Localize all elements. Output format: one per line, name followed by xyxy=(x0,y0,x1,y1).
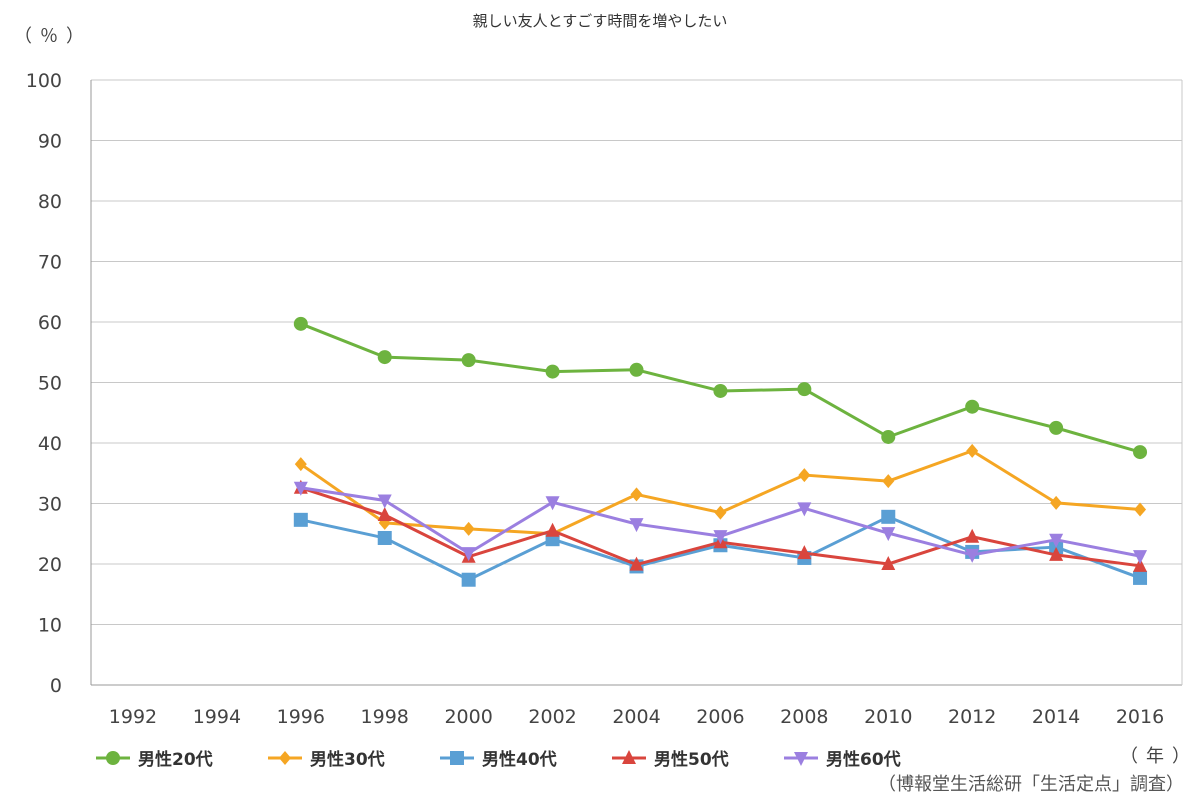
data-point xyxy=(377,350,392,365)
data-point xyxy=(461,572,476,587)
x-tick-label: 1994 xyxy=(193,706,241,728)
series-circle xyxy=(293,316,1148,460)
data-point xyxy=(545,364,560,379)
x-tick-label: 2014 xyxy=(1032,706,1080,728)
y-tick-label: 0 xyxy=(50,675,62,697)
legend-marker-icon xyxy=(612,749,646,764)
data-point xyxy=(1133,570,1148,585)
y-tick-label: 30 xyxy=(38,494,62,516)
data-point xyxy=(377,506,392,521)
data-point xyxy=(965,399,980,414)
data-point xyxy=(797,545,812,560)
legend-item: 男性20代 xyxy=(96,745,268,770)
data-point xyxy=(881,527,896,542)
data-point xyxy=(545,522,560,537)
data-point xyxy=(1049,420,1064,435)
x-tick-label: 1992 xyxy=(109,706,157,728)
x-axis-unit: （年） xyxy=(1120,746,1198,767)
y-tick-label: 70 xyxy=(38,252,62,274)
data-point xyxy=(798,468,811,483)
data-point xyxy=(293,512,308,527)
data-point xyxy=(377,494,392,509)
y-tick-label: 90 xyxy=(38,131,62,153)
y-tick-label: 20 xyxy=(38,554,62,576)
y-tick-label: 50 xyxy=(38,373,62,395)
legend-item: 男性50代 xyxy=(612,745,784,770)
legend-marker-icon xyxy=(784,751,818,766)
data-point xyxy=(629,362,644,377)
legend-label: 男性40代 xyxy=(482,750,557,770)
data-point xyxy=(1050,495,1063,510)
legend-label: 男性60代 xyxy=(826,750,901,770)
series-diamond xyxy=(294,443,1147,541)
data-point xyxy=(965,548,980,563)
legend-label: 男性30代 xyxy=(310,750,385,770)
data-point xyxy=(881,429,896,444)
y-tick-label: 100 xyxy=(26,70,62,92)
data-point xyxy=(461,353,476,368)
x-tick-label: 1996 xyxy=(277,706,325,728)
data-point xyxy=(966,443,979,458)
data-point xyxy=(1049,546,1064,561)
data-point xyxy=(1049,533,1064,548)
data-point xyxy=(794,751,808,766)
x-tick-label: 2002 xyxy=(528,706,576,728)
data-point xyxy=(462,521,475,536)
data-point xyxy=(545,496,560,511)
data-point xyxy=(797,382,812,397)
x-tick-label: 2000 xyxy=(444,706,492,728)
data-point xyxy=(881,556,896,570)
data-point xyxy=(714,505,727,520)
legend-item: 男性60代 xyxy=(784,745,956,770)
x-tick-label: 2004 xyxy=(612,706,660,728)
x-tick-label: 2012 xyxy=(948,706,996,728)
data-point xyxy=(881,509,896,524)
source-note: （博報堂生活総研「生活定点」調査） xyxy=(878,774,1184,795)
x-tick-label: 2006 xyxy=(696,706,744,728)
series-triangle-down xyxy=(293,481,1148,565)
x-tick-label: 1998 xyxy=(361,706,409,728)
legend-marker-icon xyxy=(440,750,474,765)
data-point xyxy=(622,749,636,764)
data-point xyxy=(1134,502,1147,517)
data-point xyxy=(965,528,980,543)
data-point xyxy=(629,518,644,533)
data-point xyxy=(461,547,476,562)
series-line xyxy=(299,449,1141,536)
y-tick-label: 60 xyxy=(38,312,62,334)
y-tick-label: 80 xyxy=(38,191,62,213)
legend-label: 男性20代 xyxy=(138,750,213,770)
data-point xyxy=(377,530,392,545)
data-point xyxy=(1133,557,1148,572)
legend-marker-icon xyxy=(96,750,130,765)
legend: 男性20代 男性30代 男性40代 男性50代 男性60代 xyxy=(96,745,956,770)
x-tick-label: 2016 xyxy=(1116,706,1164,728)
data-point xyxy=(797,502,812,517)
data-point xyxy=(450,750,464,765)
data-point xyxy=(630,487,643,502)
data-point xyxy=(713,530,728,545)
y-tick-label: 10 xyxy=(38,615,62,637)
legend-item: 男性30代 xyxy=(268,745,440,770)
data-point xyxy=(293,481,308,496)
data-point xyxy=(882,474,895,489)
legend-item: 男性40代 xyxy=(440,745,612,770)
data-point xyxy=(713,383,728,398)
legend-marker-icon xyxy=(268,750,302,765)
data-point xyxy=(106,750,120,765)
y-axis-unit: （％） xyxy=(14,26,92,47)
data-point xyxy=(294,457,307,472)
chart-title: 親しい友人とすごす時間を増やしたい xyxy=(472,12,728,30)
data-point xyxy=(293,316,308,331)
data-point xyxy=(1133,445,1148,460)
data-point xyxy=(629,556,644,571)
x-tick-label: 2010 xyxy=(864,706,912,728)
legend-label: 男性50代 xyxy=(654,750,729,770)
y-tick-label: 40 xyxy=(38,433,62,455)
data-point xyxy=(279,750,291,765)
data-point xyxy=(1133,550,1148,565)
x-tick-label: 2008 xyxy=(780,706,828,728)
